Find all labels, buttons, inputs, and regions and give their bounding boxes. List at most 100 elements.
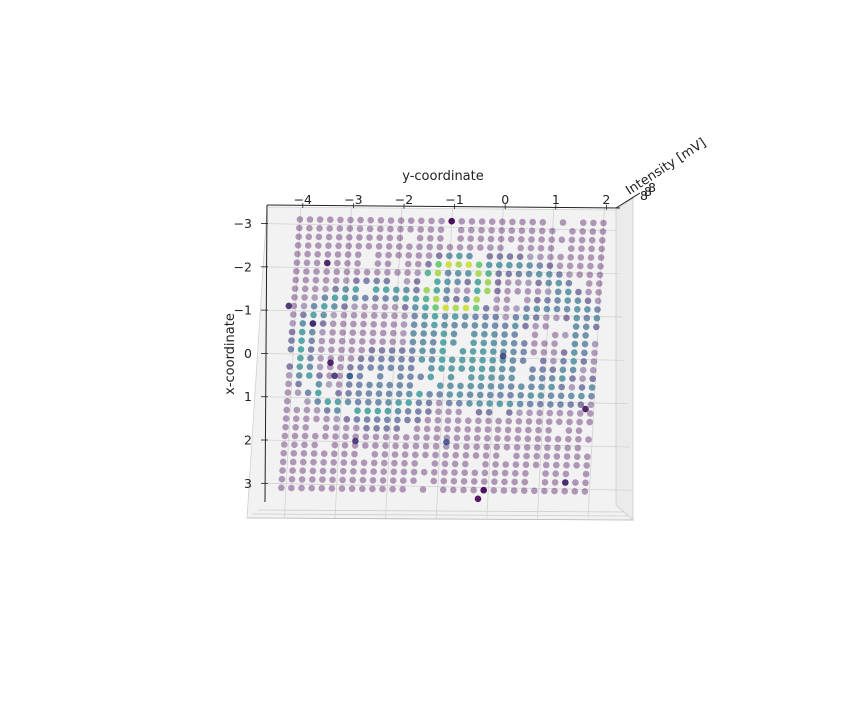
scatter-point <box>345 390 352 397</box>
scatter-point <box>388 347 396 354</box>
scatter-point <box>597 263 604 270</box>
scatter-point <box>322 433 329 440</box>
scatter-point <box>417 226 425 233</box>
scatter-point <box>335 242 342 250</box>
scatter-point <box>590 358 598 365</box>
scatter-point <box>382 442 389 450</box>
scatter-point <box>291 294 298 301</box>
scatter-point <box>362 294 369 302</box>
scatter-point <box>537 244 545 252</box>
scatter-point <box>450 486 457 494</box>
scatter-point <box>348 485 356 493</box>
scatter-point <box>477 382 485 390</box>
scatter-point <box>493 443 501 451</box>
scatter-point <box>315 242 322 249</box>
scatter-point <box>450 477 458 485</box>
scatter-point <box>588 236 596 244</box>
scatter-point <box>322 285 329 293</box>
scatter-point <box>368 346 376 354</box>
scatter-point <box>375 243 383 250</box>
scatter-point <box>459 356 466 364</box>
scatter-point <box>304 398 311 405</box>
scatter-point <box>488 218 496 225</box>
scatter-point <box>469 356 476 364</box>
scatter-point <box>422 451 429 459</box>
scatter-point <box>290 302 298 310</box>
scatter-point <box>472 452 480 459</box>
scatter-point <box>439 486 447 494</box>
scatter-point <box>347 364 354 371</box>
scatter-point <box>451 469 458 476</box>
scatter-point <box>484 287 491 295</box>
scatter-point <box>399 486 407 493</box>
scatter-point <box>462 304 470 312</box>
scatter-point <box>453 287 461 294</box>
x-grid-line <box>486 207 504 519</box>
scatter-point <box>588 392 595 400</box>
y-axis-title: x-coordinate <box>223 313 238 395</box>
scatter-point <box>298 476 306 483</box>
scatter-point <box>498 365 506 373</box>
scatter-point <box>396 234 404 242</box>
scatter-point <box>333 415 341 423</box>
scatter-point <box>293 406 301 414</box>
scatter-point <box>410 468 418 476</box>
scatter-point <box>478 374 485 381</box>
scatter-point <box>500 339 508 347</box>
scatter-point <box>408 356 416 363</box>
scatter-point <box>578 245 585 252</box>
scatter-point <box>482 452 490 459</box>
scatter-point <box>444 417 452 424</box>
scatter-point <box>463 296 470 303</box>
x-grid-line <box>435 207 453 519</box>
scatter-point <box>433 434 441 442</box>
scatter-point <box>380 321 388 328</box>
scatter-point <box>534 296 541 304</box>
scatter-point <box>425 252 433 259</box>
scatter-point <box>482 461 489 468</box>
scatter-point <box>317 355 325 362</box>
scatter-point <box>329 476 336 484</box>
scatter-point <box>292 276 300 284</box>
scatter-point <box>342 424 350 432</box>
scatter-point <box>594 306 601 313</box>
scatter-point <box>284 389 292 396</box>
scatter-point <box>556 262 564 270</box>
scatter-point <box>425 260 432 268</box>
scatter-point <box>490 339 498 347</box>
scatter-point <box>389 477 397 484</box>
scatter-point <box>356 225 364 233</box>
scatter-point <box>349 476 357 484</box>
scatter-point <box>550 357 557 365</box>
scatter-point <box>373 425 380 432</box>
scatter-point <box>353 277 360 285</box>
scatter-point <box>519 218 526 226</box>
scatter-point <box>593 314 601 322</box>
scatter-point <box>565 435 572 443</box>
scatter-point <box>349 329 357 337</box>
z-axis-title: Intensity [mV] <box>623 136 709 199</box>
scatter-point <box>523 305 530 313</box>
scatter-point <box>475 408 483 416</box>
z-tick-label: 8 <box>648 180 656 195</box>
scatter-point <box>356 372 364 380</box>
scatter-point <box>366 225 374 233</box>
scatter-point <box>381 312 388 320</box>
scatter-point <box>546 409 554 417</box>
scatter-point <box>570 358 577 365</box>
scatter-point <box>359 338 366 345</box>
scatter-point <box>512 314 520 321</box>
scatter-point <box>299 320 307 327</box>
scatter-point <box>432 443 440 450</box>
scatter-point <box>431 469 438 476</box>
scatter-point <box>445 399 453 407</box>
scatter-point <box>313 259 321 267</box>
scatter-point <box>540 349 548 356</box>
scatter-point <box>279 458 287 466</box>
scatter-point <box>514 435 521 442</box>
scatter-point <box>569 228 576 235</box>
scatter-point <box>554 297 561 304</box>
scatter-point <box>389 338 397 346</box>
scatter-point <box>363 416 371 423</box>
scatter-point <box>312 285 319 293</box>
